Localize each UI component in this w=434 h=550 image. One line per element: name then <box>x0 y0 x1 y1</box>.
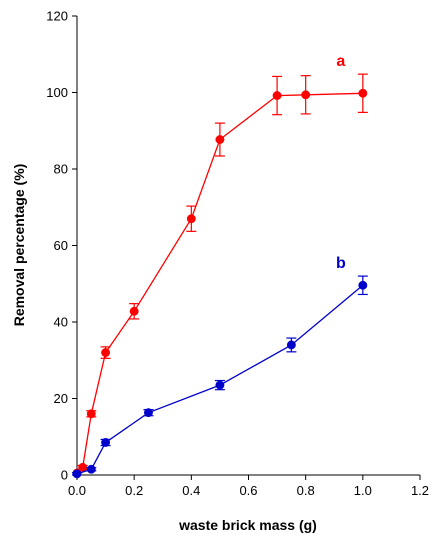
series-a-point-8 <box>301 90 311 100</box>
ticks: 0.0 0.2 0.4 0.6 0.8 1.0 1.2 0 20 40 60 80 100 120 <box>46 9 429 499</box>
series-a-point-5 <box>186 214 196 224</box>
y-tick-label-2: 40 <box>54 315 68 330</box>
x-tick-label-3: 0.6 <box>239 483 257 498</box>
x-axis-title: waste brick mass (g) <box>178 517 317 533</box>
y-axis-title: Removal percentage (%) <box>11 164 27 327</box>
x-tick-label-5: 1.0 <box>354 483 372 498</box>
series-a-point-1 <box>78 462 88 472</box>
series-b: b <box>72 255 368 479</box>
y-tick-label-5: 100 <box>46 85 68 100</box>
series-b-point-0 <box>72 469 82 479</box>
series-b-point-3 <box>144 408 153 418</box>
series-b-point-5 <box>286 340 296 350</box>
series-b-label: b <box>336 255 346 272</box>
x-tick-label-2: 0.4 <box>182 483 200 498</box>
series-a-point-6 <box>215 135 225 144</box>
series-b-point-1 <box>86 464 96 474</box>
series-b-line <box>76 284 364 475</box>
series-b-point-4 <box>215 380 225 390</box>
y-tick-label-4: 80 <box>54 162 68 177</box>
series-a-point-3 <box>101 348 111 358</box>
series-a-line <box>76 92 363 474</box>
series-a-point-4 <box>129 306 139 316</box>
series-a-point-9 <box>358 88 368 98</box>
series-a-point-2 <box>86 409 96 419</box>
series-a-label: a <box>336 53 345 70</box>
y-tick-label-3: 60 <box>54 238 68 253</box>
series-layer: ab <box>72 53 368 479</box>
series-a-point-7 <box>272 91 282 101</box>
y-tick-label-6: 120 <box>46 9 68 24</box>
x-tick-label-0: 0.0 <box>68 483 86 498</box>
series-b-point-2 <box>101 438 111 447</box>
series-a: a <box>72 53 368 478</box>
x-tick-label-6: 1.2 <box>411 483 429 498</box>
x-tick-label-1: 0.2 <box>125 483 143 498</box>
series-b-point-6 <box>358 280 368 290</box>
y-tick-label-1: 20 <box>54 391 68 406</box>
y-tick-label-0: 0 <box>61 468 68 483</box>
x-tick-label-4: 0.8 <box>297 483 315 498</box>
